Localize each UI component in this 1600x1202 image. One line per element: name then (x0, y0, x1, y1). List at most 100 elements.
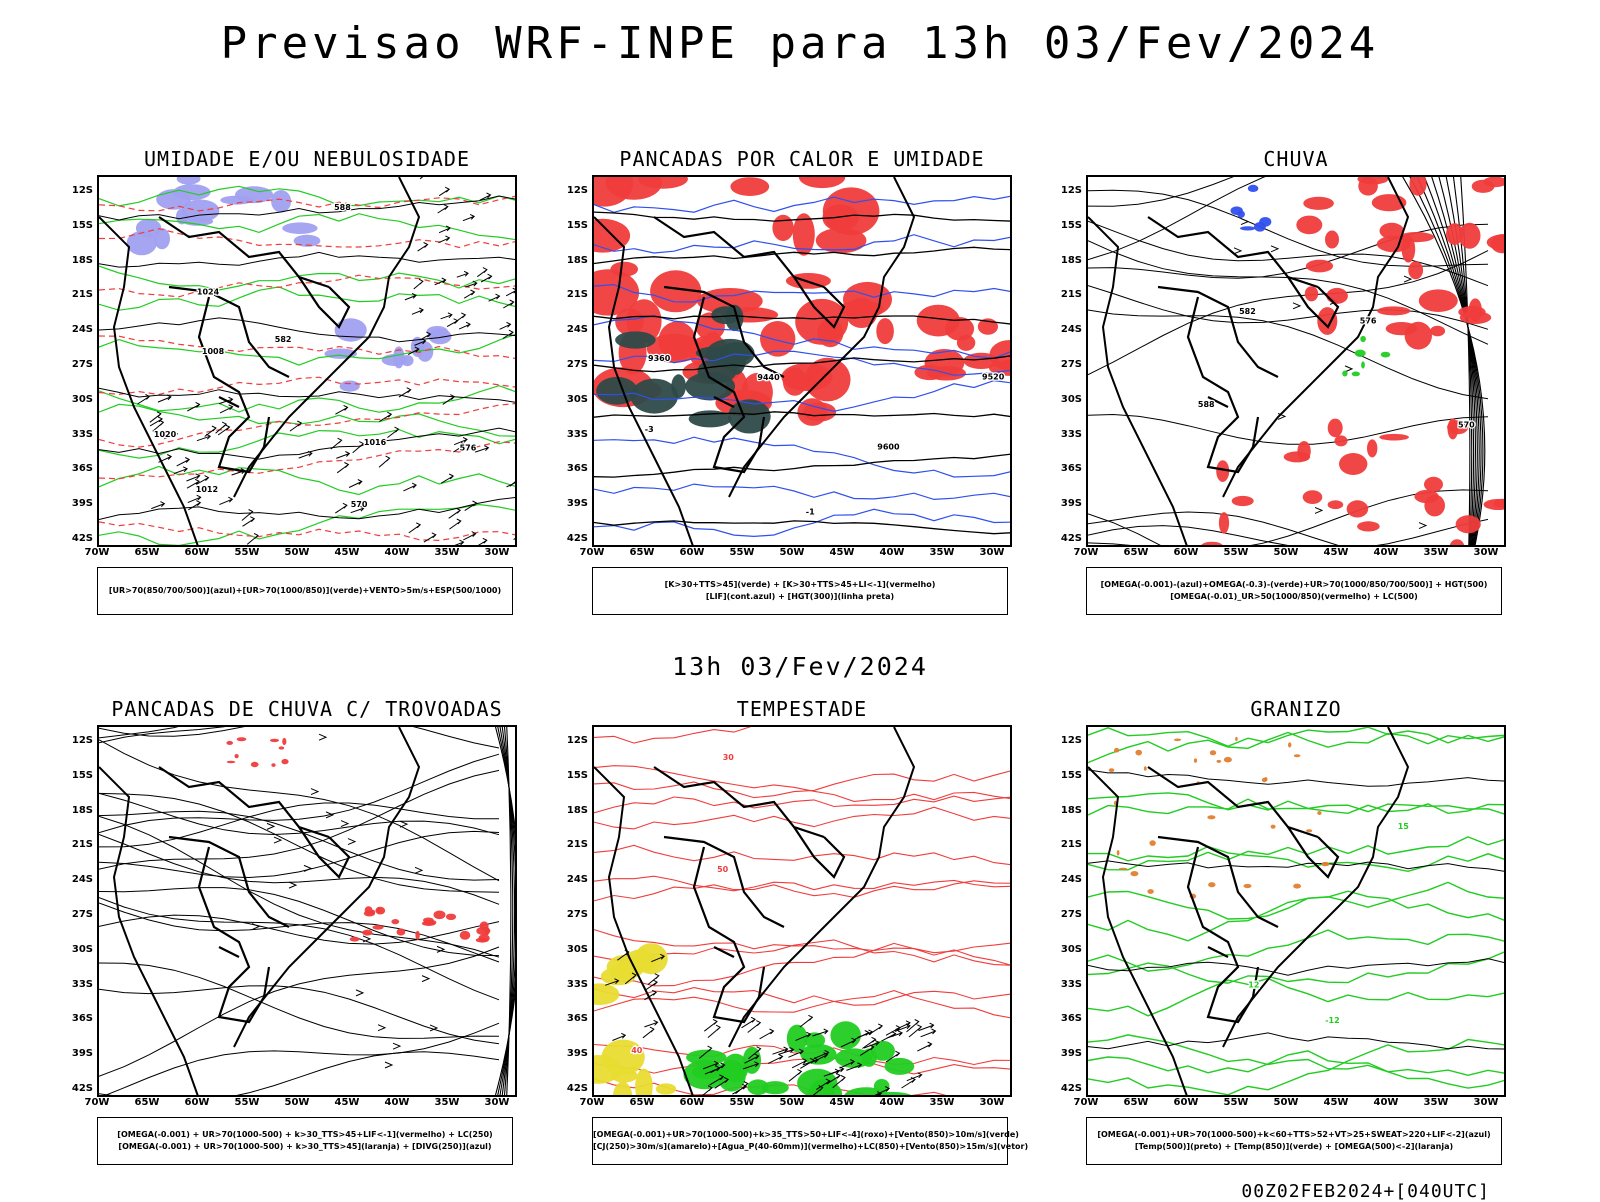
streamline-arrow (422, 976, 429, 982)
latitude-label: 27S (558, 909, 588, 920)
country-border (1188, 297, 1258, 472)
streamline (99, 1023, 499, 1097)
shaded-cell (1210, 750, 1216, 755)
shaded-cell (1303, 197, 1334, 210)
shaded-cell (1399, 232, 1434, 242)
wind-vector (506, 288, 517, 296)
latitude-label: 27S (1052, 359, 1082, 370)
longitude-label: 40W (382, 1097, 412, 1108)
streamline-arrow (1315, 507, 1322, 513)
longitude-label: 40W (877, 1097, 907, 1108)
contour-label: 9360 (648, 354, 671, 363)
longitude-label: 40W (1371, 1097, 1401, 1108)
latitude-label: 36S (63, 1013, 93, 1024)
latitude-label: 36S (63, 463, 93, 474)
wind-vector (516, 229, 517, 238)
shaded-cell (1244, 884, 1252, 888)
coastline-west (99, 767, 199, 1097)
longitude-label: 35W (927, 1097, 957, 1108)
streamline (99, 727, 499, 743)
shaded-cell (1109, 768, 1115, 772)
wind-vector (921, 1029, 936, 1037)
contour-line (1088, 1035, 1506, 1088)
longitude-label: 60W (677, 547, 707, 558)
latitude-label: 15S (1052, 220, 1082, 231)
latitude-label: 36S (558, 1013, 588, 1024)
latitude-label: 24S (1052, 874, 1082, 885)
shaded-cell (1284, 451, 1310, 462)
longitude-label: 55W (727, 547, 757, 558)
streamline-arrow (1234, 248, 1241, 254)
shaded-cell (1377, 306, 1410, 315)
wind-vector (174, 467, 187, 474)
wind-vector (187, 474, 200, 481)
latitude-label: 24S (63, 324, 93, 335)
wind-vector (414, 279, 423, 289)
shaded-cell (728, 399, 771, 433)
country-border (219, 947, 239, 957)
shaded-cell (1259, 217, 1271, 227)
panel-title: UMIDADE E/OU NEBULOSIDADE (97, 147, 517, 171)
shaded-cell (594, 177, 633, 207)
latitude-label: 30S (63, 394, 93, 405)
contour-line (594, 881, 1012, 901)
shaded-cell (281, 759, 288, 764)
contour-label: -3 (645, 425, 654, 434)
legend-line: [OMEGA(-0.01)_UR>50(1000/850)(vermelho) … (1087, 591, 1501, 603)
latitude-label: 33S (1052, 979, 1082, 990)
latitude-label: 18S (63, 255, 93, 266)
shaded-cell (391, 919, 399, 924)
shaded-cell (434, 911, 446, 920)
panel-title: PANCADAS POR CALOR E UMIDADE (592, 147, 1012, 171)
shaded-cell (635, 1069, 653, 1097)
contour-label: 588 (1198, 400, 1215, 409)
latitude-label: 15S (63, 770, 93, 781)
wind-vector (403, 483, 416, 491)
latitude-label: 12S (63, 735, 93, 746)
streamline (1088, 415, 1488, 445)
latitude-label: 18S (63, 805, 93, 816)
wind-vector (475, 538, 487, 547)
shaded-cell (1294, 754, 1301, 757)
shaded-cell (1288, 742, 1291, 747)
legend-line: [Temp(500)](preto) + [Temp(850)](verde) … (1087, 1141, 1501, 1153)
shaded-cell (1347, 500, 1369, 517)
shaded-cell (479, 934, 490, 942)
contour-line (1088, 950, 1506, 983)
latitude-label: 36S (558, 463, 588, 474)
latitude-label: 39S (1052, 1048, 1082, 1059)
shaded-cell (799, 177, 846, 188)
streamline-arrow (274, 837, 281, 843)
longitude-label: 45W (332, 1097, 362, 1108)
latitude-label: 27S (558, 359, 588, 370)
wind-vector (909, 1025, 921, 1037)
legend-line: [OMEGA(-0.001) + UR>70(1000-500) + k>30_… (98, 1129, 512, 1141)
legend-line: [UR>70(850/700/500)](azul)+[UR>70(1000/8… (98, 585, 512, 597)
contour-label: 9600 (877, 443, 900, 452)
shaded-cell (1459, 223, 1481, 249)
instability-red-area (839, 282, 1012, 381)
streamline (99, 811, 499, 880)
shaded-cell (350, 937, 360, 942)
latitude-label: 12S (1052, 185, 1082, 196)
latitude-label: 18S (1052, 255, 1082, 266)
contour-label: 576 (460, 443, 477, 452)
longitude-label: 50W (777, 1097, 807, 1108)
shaded-cell (1450, 539, 1465, 547)
longitude-label: 45W (1321, 1097, 1351, 1108)
latitude-label: 27S (63, 909, 93, 920)
shaded-cell (340, 381, 360, 392)
longitude-label: 35W (432, 1097, 462, 1108)
latitude-label: 12S (63, 185, 93, 196)
shaded-cell (1430, 326, 1445, 337)
longitude-label: 40W (877, 547, 907, 558)
wind-vectors (405, 177, 517, 355)
shaded-cell (1408, 261, 1423, 279)
latitude-label: 42S (558, 1083, 588, 1094)
shaded-cell (1487, 234, 1506, 250)
coastline-west (1088, 767, 1188, 1097)
